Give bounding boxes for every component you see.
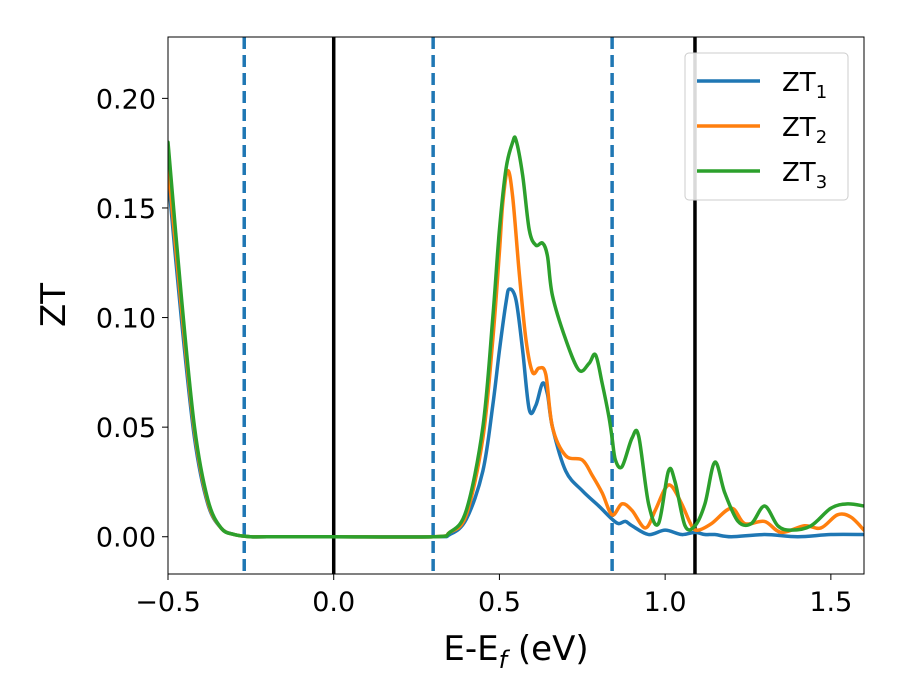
- series-line-zt3: [168, 135, 864, 539]
- x-tick-label: 1.5: [809, 587, 852, 618]
- legend-label-zt2: ZT2: [782, 113, 827, 148]
- y-tick-label: 0.00: [96, 523, 156, 554]
- series-line-zt2: [168, 162, 864, 539]
- legend-label-zt1: ZT1: [782, 68, 827, 103]
- y-tick-label: 0.15: [96, 194, 156, 225]
- y-axis: 0.00 0.05 0.10 0.15 0.20: [96, 84, 168, 554]
- legend-box: [684, 52, 849, 201]
- x-axis-label-unit: (eV): [507, 629, 589, 669]
- x-tick-label: −0.5: [135, 587, 201, 618]
- legend: ZT1 ZT2 ZT3: [684, 52, 849, 201]
- x-axis-label: E-Ef (eV): [443, 629, 588, 674]
- y-tick-label: 0.20: [96, 84, 156, 115]
- legend-label-zt3: ZT3: [782, 158, 827, 193]
- x-tick-label: 0.0: [312, 587, 355, 618]
- y-tick-label: 0.10: [96, 304, 156, 335]
- x-tick-label: 0.5: [478, 587, 521, 618]
- series-group: [168, 135, 864, 539]
- x-tick-label: 1.0: [644, 587, 687, 618]
- y-tick-label: 0.05: [96, 413, 156, 444]
- x-axis: −0.5 0.0 0.5 1.0 1.5: [135, 574, 852, 618]
- plot-frame: [167, 36, 865, 575]
- y-axis-label: ZT: [34, 283, 74, 327]
